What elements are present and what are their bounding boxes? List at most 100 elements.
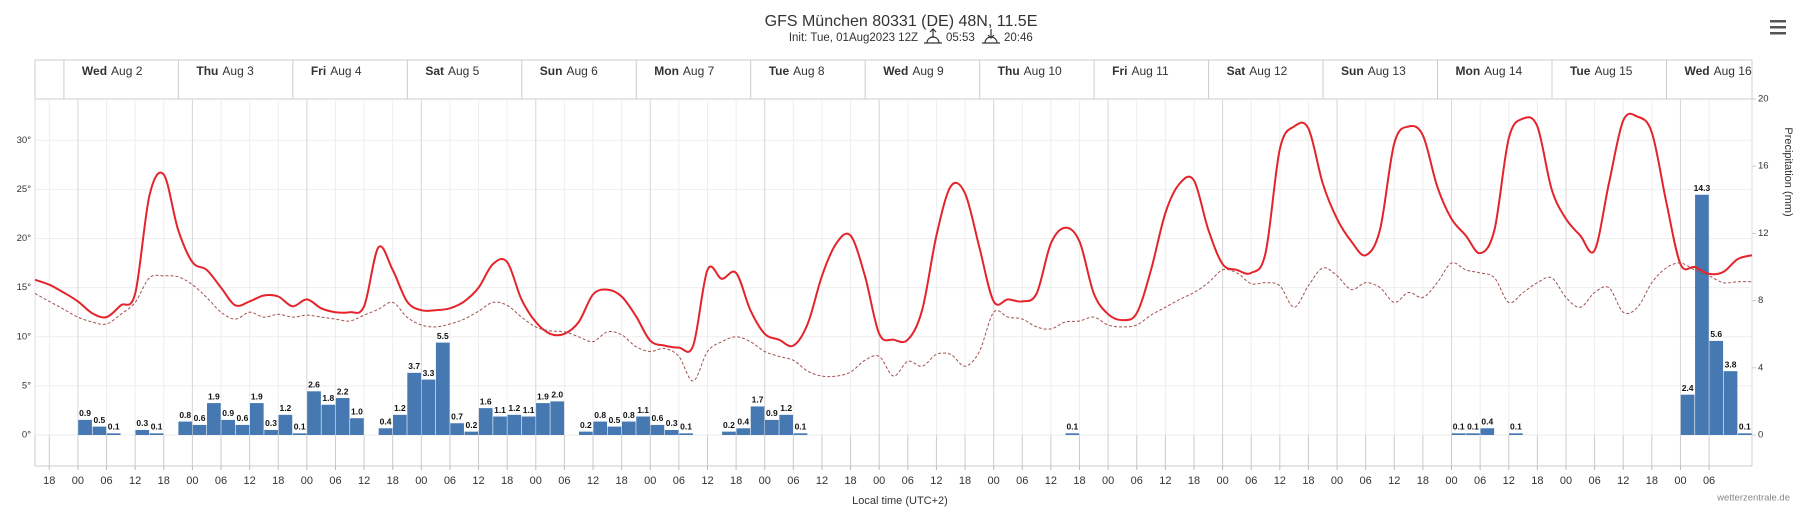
precip-label: 1.2	[780, 403, 792, 413]
x-tick-label: 00	[415, 475, 427, 487]
precip-label: 0.4	[1481, 417, 1493, 427]
x-tick-label: 00	[1102, 475, 1114, 487]
precip-label: 1.1	[523, 405, 535, 415]
x-tick-label: 12	[1617, 475, 1629, 487]
precip-label: 0.3	[666, 418, 678, 428]
x-tick-label: 00	[1331, 475, 1343, 487]
x-tick-label: 18	[1188, 475, 1200, 487]
date: Aug 4	[330, 64, 362, 78]
y2-tick-label: 16	[1758, 161, 1769, 172]
x-tick-label: 00	[644, 475, 656, 487]
date: Aug 8	[793, 64, 825, 78]
x-tick-label: 18	[387, 475, 399, 487]
sunset-icon	[982, 29, 1000, 44]
date: Aug 16	[1714, 64, 1752, 78]
precip-label: 0.5	[609, 415, 621, 425]
precip-bar	[765, 419, 779, 435]
y2-tick-label: 8	[1758, 295, 1763, 306]
temperature-line	[35, 112, 1752, 353]
x-tick-label: 12	[587, 475, 599, 487]
precip-bar	[307, 391, 321, 435]
x-tick-label: 12	[244, 475, 256, 487]
precip-bar	[1065, 433, 1080, 435]
day-header	[34, 59, 1753, 100]
x-tick-label: 18	[1417, 475, 1429, 487]
precip-label: 1.1	[494, 405, 506, 415]
precip-label: 0.4	[737, 417, 749, 427]
precip-bar	[607, 426, 622, 435]
precip-label: 1.2	[394, 403, 406, 413]
precip-label: 0.6	[194, 413, 206, 423]
precip-bar	[536, 403, 550, 435]
x-axis-title: Local time (UTC+2)	[852, 495, 948, 507]
date: Aug 13	[1368, 64, 1406, 78]
day-label: Thu Aug 3	[196, 64, 254, 78]
date: Aug 6	[566, 64, 598, 78]
precip-bar	[1737, 433, 1752, 435]
precip-bar	[1466, 433, 1480, 435]
day-label: Fri Aug 11	[1112, 64, 1169, 78]
precip-label: 0.4	[380, 417, 392, 427]
precip-label: 1.2	[279, 403, 291, 413]
weekday: Sun	[540, 64, 563, 78]
sunrise-time: 05:53	[946, 32, 975, 44]
precip-label: 1.9	[251, 391, 263, 401]
precip-bar	[650, 424, 665, 435]
x-tick-label: 18	[501, 475, 513, 487]
x-tick-label: 00	[759, 475, 771, 487]
precip-bar	[1509, 433, 1523, 435]
day-label: Tue Aug 15	[1570, 64, 1633, 78]
sunset-time: 20:46	[1004, 32, 1033, 44]
precip-label: 0.8	[179, 410, 191, 420]
date: Aug 10	[1024, 64, 1062, 78]
precip-bar	[1480, 428, 1495, 435]
day-label: Sat Aug 12	[1227, 64, 1288, 78]
wind-row	[34, 434, 1753, 467]
x-tick-label: 00	[1216, 475, 1228, 487]
precip-bar	[1695, 194, 1709, 435]
precip-label: 0.1	[1510, 422, 1522, 432]
precip-bar	[1680, 394, 1695, 435]
x-tick-label: 06	[444, 475, 456, 487]
x-tick-label: 18	[730, 475, 742, 487]
weekday: Mon	[1456, 64, 1481, 78]
precip-bar	[779, 414, 794, 435]
day-label: Wed Aug 9	[883, 64, 944, 78]
x-tick-label: 00	[988, 475, 1000, 487]
precip-label: 1.9	[537, 391, 549, 401]
precip-label: 1.1	[637, 405, 649, 415]
precip-bar	[249, 403, 264, 435]
y2-tick-label: 0	[1758, 430, 1763, 441]
precip-bar	[579, 431, 593, 435]
x-tick-label: 18	[158, 475, 170, 487]
precip-label: 1.0	[351, 406, 363, 416]
x-tick-label: 12	[1503, 475, 1515, 487]
precip-label: 0.1	[1467, 422, 1479, 432]
x-tick-label: 06	[1474, 475, 1486, 487]
precip-label: 2.0	[551, 390, 563, 400]
precip-label: 3.3	[423, 368, 435, 378]
precip-bar	[1451, 433, 1466, 435]
precip-bar	[378, 428, 393, 435]
precip-label: 0.1	[151, 422, 163, 432]
x-tick-label: 00	[186, 475, 198, 487]
weekday: Wed	[1684, 64, 1709, 78]
menu-button[interactable]	[1770, 20, 1786, 35]
x-tick-label: 06	[787, 475, 799, 487]
precip-label: 1.9	[208, 391, 220, 401]
precip-bar	[350, 418, 364, 435]
precip-bar	[292, 433, 307, 435]
day-label: Mon Aug 14	[1456, 64, 1523, 78]
x-tick-label: 18	[1073, 475, 1085, 487]
x-tick-label: 12	[472, 475, 484, 487]
precip-bar	[235, 424, 250, 435]
x-tick-label: 18	[959, 475, 971, 487]
dewpoint-line	[35, 262, 1752, 382]
precip-label: 0.1	[1453, 422, 1465, 432]
precip-label: 0.9	[222, 408, 234, 418]
y2-tick-label: 4	[1758, 362, 1763, 373]
precip-label: 0.3	[136, 418, 148, 428]
day-label: Wed Aug 2	[82, 64, 143, 78]
weekday: Fri	[1112, 64, 1127, 78]
